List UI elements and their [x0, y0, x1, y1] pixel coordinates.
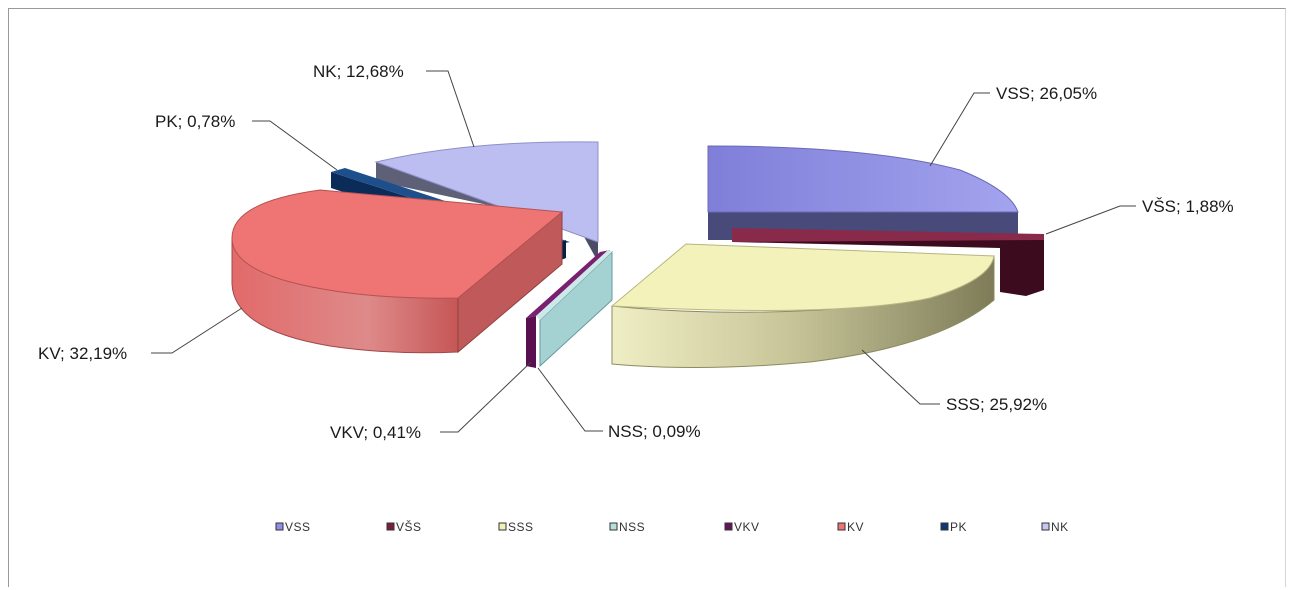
legend-item-pk: PK	[940, 520, 967, 534]
legend-item-vss: VSS	[275, 520, 311, 534]
leader-sss	[861, 349, 940, 405]
legend-item-sss: SSS	[498, 520, 534, 534]
legend-item-kv: KV	[837, 520, 864, 534]
legend-item-vss-caron: VŠS	[386, 519, 422, 534]
svg-text:NSS: NSS	[619, 520, 645, 534]
leader-vss	[929, 92, 990, 167]
slice-sss[interactable]	[610, 243, 995, 369]
leader-nk	[426, 70, 475, 148]
slice-vkv[interactable]	[526, 250, 610, 368]
svg-text:NK: NK	[1051, 520, 1069, 534]
data-label-vkv: VKV; 0,41%	[330, 423, 421, 442]
svg-text:PK: PK	[950, 520, 967, 534]
slice-vss[interactable]	[707, 145, 1019, 240]
data-label-nk: NK; 12,68%	[313, 62, 404, 81]
legend-item-nk: NK	[1041, 520, 1069, 534]
svg-text:VSS: VSS	[285, 520, 311, 534]
svg-text:VKV: VKV	[734, 520, 760, 534]
svg-text:KV: KV	[847, 520, 864, 534]
leader-kv	[151, 307, 243, 354]
data-label-vss: VSS; 26,05%	[996, 84, 1097, 103]
legend: VSS VŠS SSS NSS VKV KV PK NK	[275, 519, 1069, 534]
leader-vkv	[440, 361, 532, 433]
leader-pk	[252, 120, 338, 171]
slice-nss[interactable]	[536, 250, 613, 368]
data-label-kv: KV; 32,19%	[38, 344, 127, 363]
leader-vss-caron	[1045, 205, 1136, 235]
legend-item-nss: NSS	[609, 520, 645, 534]
leader-nss	[537, 367, 603, 432]
slice-kv[interactable]	[231, 189, 564, 354]
data-label-nss: NSS; 0,09%	[608, 422, 701, 441]
data-label-vss-caron: VŠS; 1,88%	[1142, 197, 1234, 216]
data-label-sss: SSS; 25,92%	[946, 395, 1047, 414]
data-label-pk: PK; 0,78%	[155, 112, 235, 131]
legend-item-vkv: VKV	[724, 520, 760, 534]
slice-vss-caron[interactable]	[732, 228, 1044, 296]
svg-text:VŠS: VŠS	[396, 519, 422, 534]
svg-text:SSS: SSS	[508, 520, 534, 534]
